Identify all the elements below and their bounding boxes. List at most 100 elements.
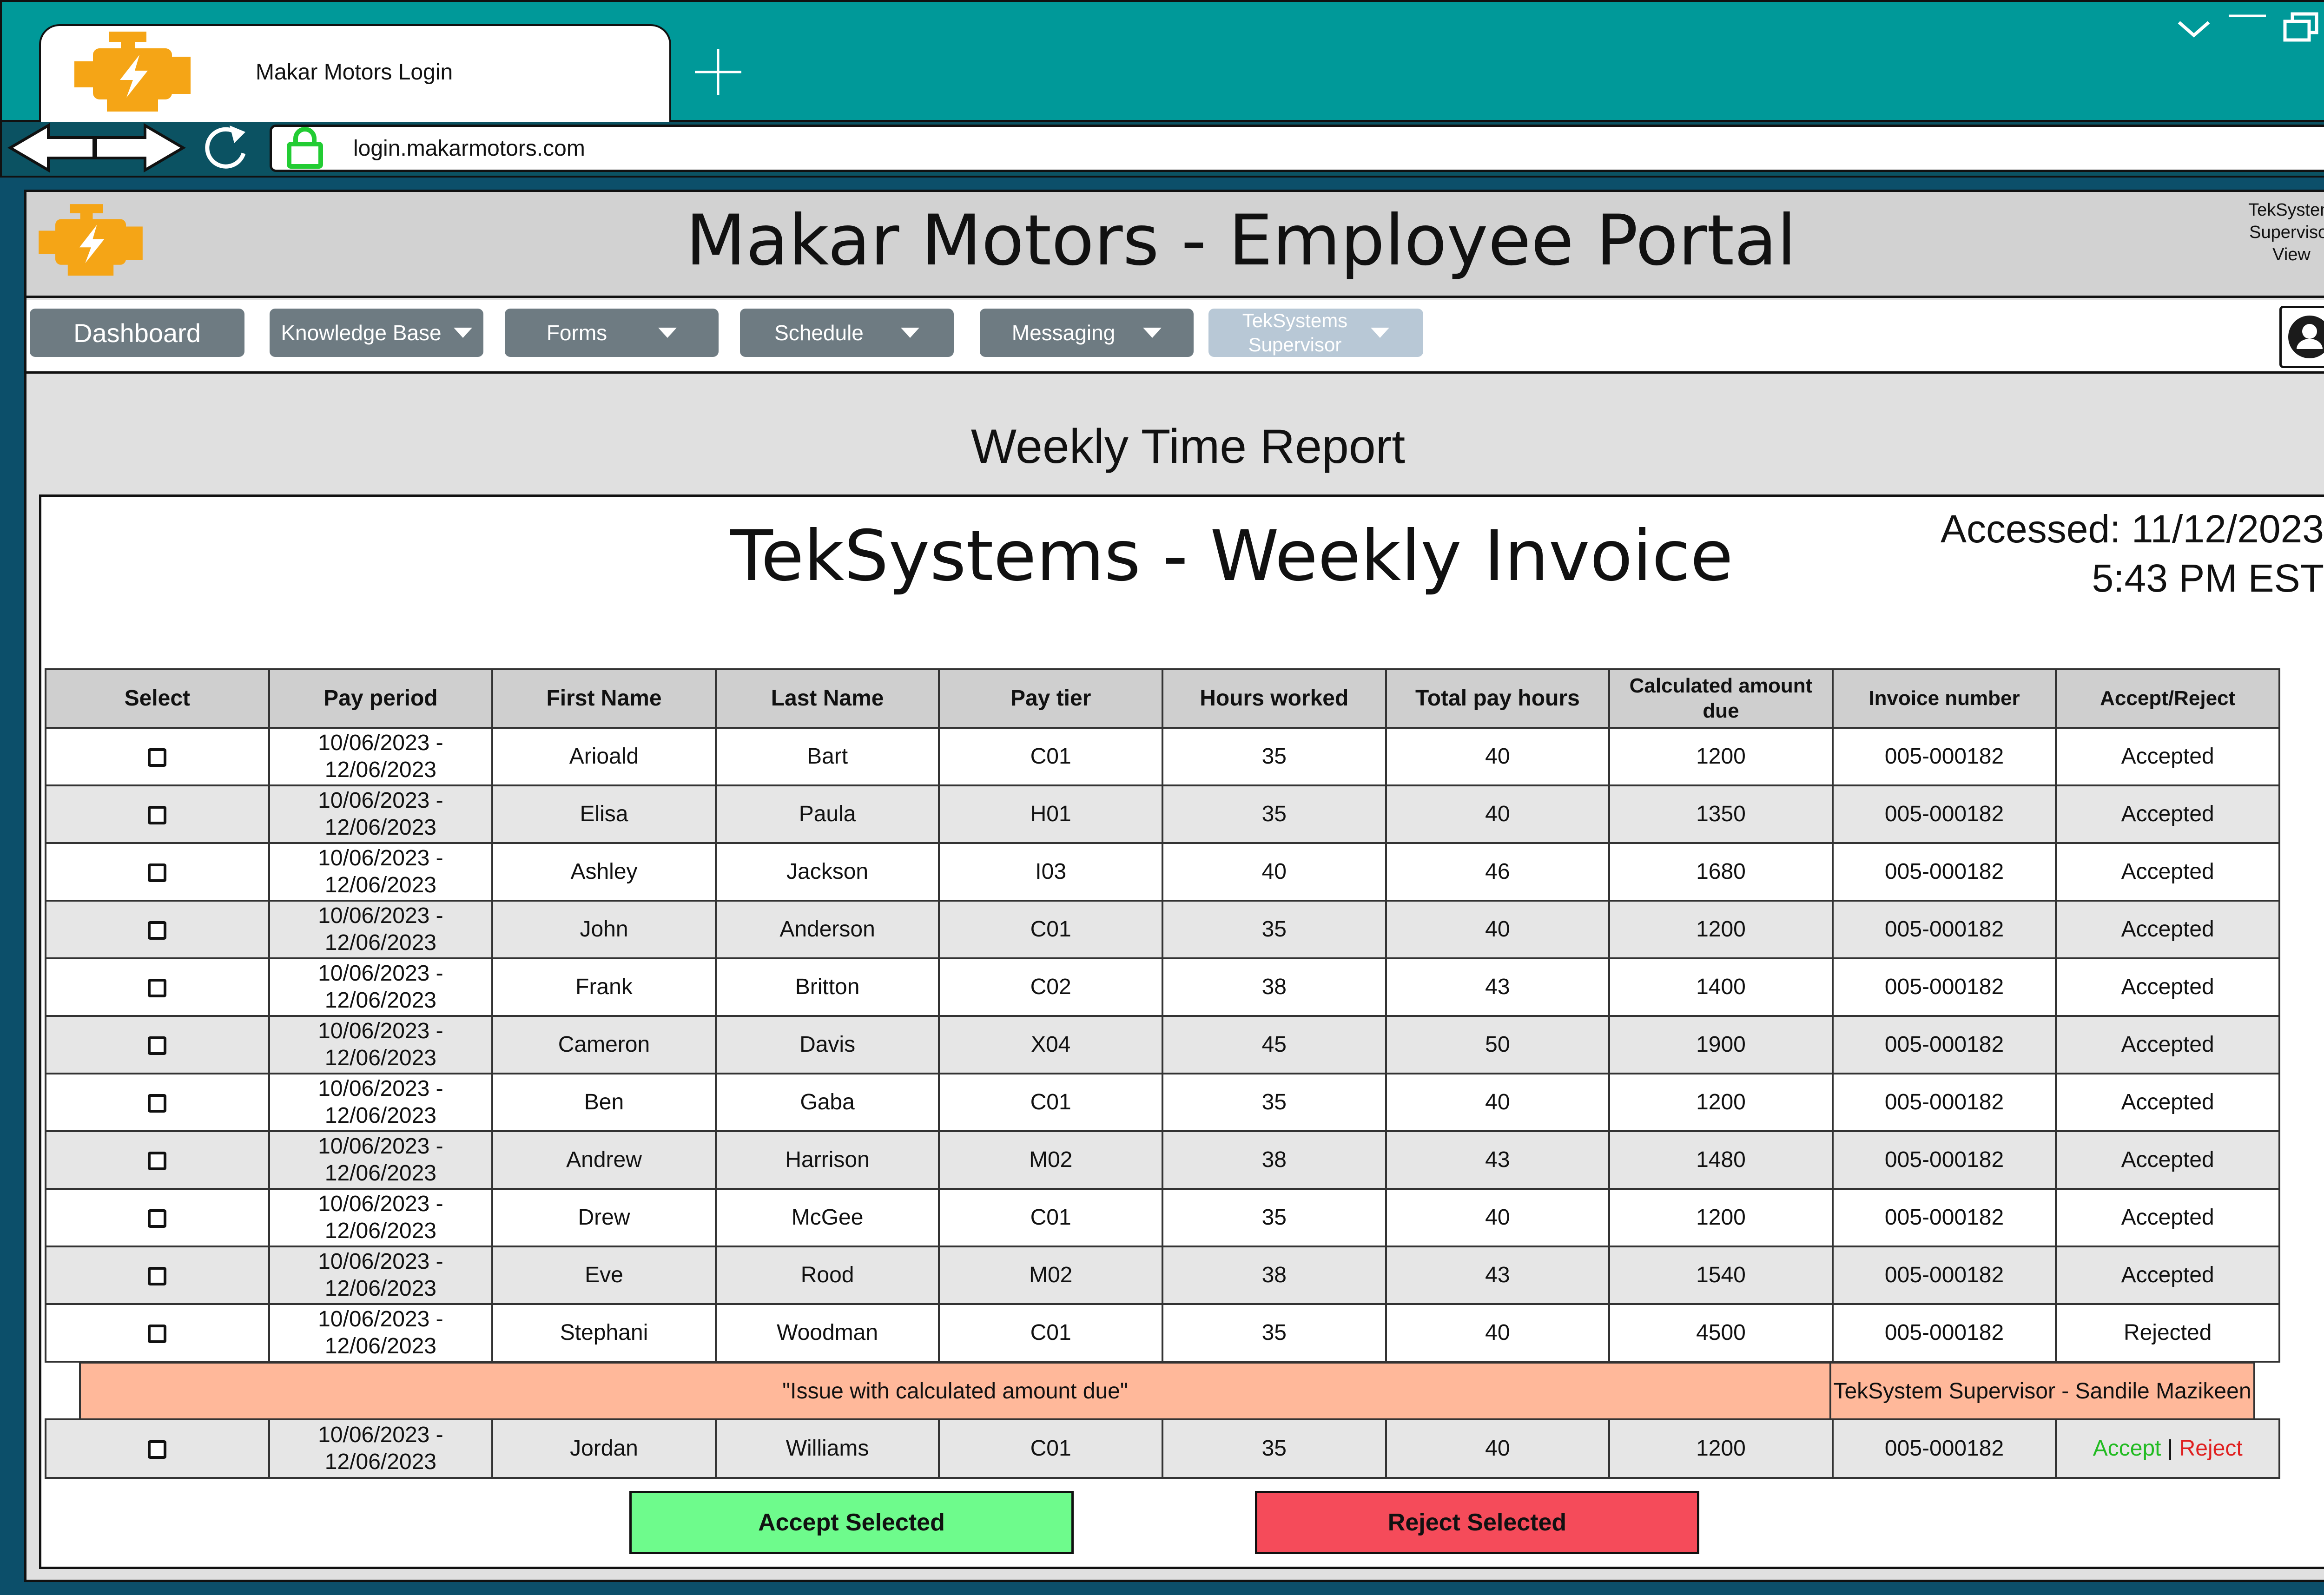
menu-schedule[interactable]: Schedule: [740, 309, 954, 357]
first-name-cell: Jordan: [491, 1418, 717, 1479]
pay-period-cell: 10/06/2023 - 12/06/2023: [268, 1015, 494, 1074]
last-name-cell: Gaba: [714, 1073, 940, 1132]
select-cell: [45, 1418, 270, 1479]
first-name-cell: Ashley: [491, 842, 717, 902]
select-checkbox[interactable]: [148, 1094, 167, 1113]
minimize-icon[interactable]: [2226, 10, 2268, 24]
hours-worked-cell: 40: [1161, 842, 1387, 902]
pay-tier-cell: C02: [938, 957, 1163, 1017]
select-checkbox[interactable]: [148, 863, 167, 883]
status-cell: Accepted: [2055, 1130, 2280, 1190]
menu-dashboard-label: Dashboard: [73, 318, 201, 348]
restore-icon[interactable]: [2282, 11, 2319, 44]
table-header-row: Select Pay period First Name Last Name P…: [45, 668, 2280, 729]
invoice-number-cell: 005-000182: [1831, 1188, 2057, 1247]
select-checkbox[interactable]: [148, 806, 167, 825]
menu-forms[interactable]: Forms: [505, 309, 719, 357]
forward-arrow-icon[interactable]: [93, 122, 186, 174]
status-cell: Accepted: [2055, 1073, 2280, 1132]
pay-tier-cell: C01: [938, 727, 1163, 786]
status-cell: Accepted: [2055, 957, 2280, 1017]
profile-button[interactable]: [2279, 306, 2324, 368]
select-checkbox[interactable]: [148, 1152, 167, 1171]
select-checkbox[interactable]: [148, 748, 167, 767]
invoice-title: TekSystems - Weekly Invoice: [730, 516, 1733, 597]
invoice-number-cell: 005-000182: [1831, 1303, 2057, 1363]
amount-due-cell: 1200: [1608, 1418, 1834, 1479]
address-bar[interactable]: [270, 125, 2324, 172]
pay-tier-cell: C01: [938, 1073, 1163, 1132]
reject-link[interactable]: Reject: [2179, 1436, 2243, 1461]
invoice-number-cell: 005-000182: [1831, 1015, 2057, 1074]
select-checkbox[interactable]: [148, 1209, 167, 1228]
last-name-cell: Paula: [714, 784, 940, 844]
select-cell: [45, 957, 270, 1017]
first-name-cell: Andrew: [491, 1130, 717, 1190]
select-checkbox[interactable]: [148, 1325, 167, 1344]
select-checkbox[interactable]: [148, 1267, 167, 1286]
column-header: Select: [45, 668, 270, 729]
menu-dashboard[interactable]: Dashboard: [30, 309, 244, 357]
column-header: Pay period: [268, 668, 494, 729]
reject-selected-button[interactable]: Reject Selected: [1255, 1491, 1699, 1554]
reload-icon[interactable]: [197, 121, 253, 177]
tab-title: Makar Motors Login: [256, 60, 453, 85]
total-pay-hours-cell: 40: [1385, 1188, 1611, 1247]
status-cell: Rejected: [2055, 1303, 2280, 1363]
table-row: 10/06/2023 - 12/06/2023 Drew McGee C01 35 40 1…: [45, 1188, 2280, 1247]
pay-tier-cell: X04: [938, 1015, 1163, 1074]
pay-tier-cell: C01: [938, 1303, 1163, 1363]
last-name-cell: Britton: [714, 957, 940, 1017]
pay-period-cell: 10/06/2023 - 12/06/2023: [268, 1130, 494, 1190]
first-name-cell: John: [491, 900, 717, 959]
accept-selected-button[interactable]: Accept Selected: [629, 1491, 1074, 1554]
pay-tier-cell: H01: [938, 784, 1163, 844]
pay-tier-cell: C01: [938, 1418, 1163, 1479]
menu-teksystems-supervisor[interactable]: TekSystems Supervisor: [1208, 309, 1423, 357]
menu-messaging-label: Messaging: [1011, 321, 1116, 345]
hours-worked-cell: 35: [1161, 1418, 1387, 1479]
amount-due-cell: 1200: [1608, 900, 1834, 959]
invoice-table: Select Pay period First Name Last Name P…: [45, 668, 2280, 1363]
pay-period-cell: 10/06/2023 - 12/06/2023: [268, 1073, 494, 1132]
select-checkbox[interactable]: [148, 1036, 167, 1055]
column-header: Total pay hours: [1385, 668, 1611, 729]
select-checkbox[interactable]: [148, 979, 167, 998]
invoice-number-cell: 005-000182: [1831, 957, 2057, 1017]
status-cell: Accepted: [2055, 1246, 2280, 1305]
plus-icon[interactable]: [693, 46, 744, 98]
select-checkbox[interactable]: [148, 921, 167, 940]
chevron-down-icon: [1143, 328, 1162, 338]
lock-icon: [287, 127, 323, 169]
last-name-cell: McGee: [714, 1188, 940, 1247]
chevron-down-icon[interactable]: [2175, 18, 2212, 41]
pay-tier-cell: C01: [938, 1188, 1163, 1247]
table-row: 10/06/2023 - 12/06/2023 Elisa Paula H01 35 40…: [45, 784, 2280, 844]
total-pay-hours-cell: 40: [1385, 1303, 1611, 1363]
menu-messaging[interactable]: Messaging: [980, 309, 1194, 357]
menu-knowledge-base[interactable]: Knowledge Base: [270, 309, 483, 357]
hours-worked-cell: 38: [1161, 1246, 1387, 1305]
portal-logo-icon: [39, 204, 143, 276]
accessed-time: 5:43 PM EST: [2092, 556, 2324, 600]
column-header: Hours worked: [1161, 668, 1387, 729]
select-cell: [45, 1015, 270, 1074]
invoice-number-cell: 005-000182: [1831, 900, 2057, 959]
total-pay-hours-cell: 40: [1385, 900, 1611, 959]
status-cell: Accepted: [2055, 1015, 2280, 1074]
hours-worked-cell: 35: [1161, 784, 1387, 844]
window-controls: [2157, 8, 2324, 50]
url-text[interactable]: login.makarmotors.com: [353, 136, 585, 161]
amount-due-cell: 1350: [1608, 784, 1834, 844]
first-name-cell: Eve: [491, 1246, 717, 1305]
select-cell: [45, 1303, 270, 1363]
menu-schedule-label: Schedule: [774, 321, 864, 345]
first-name-cell: Ben: [491, 1073, 717, 1132]
table-row: 10/06/2023 - 12/06/2023 Stephani Woodman C0…: [45, 1303, 2280, 1363]
select-checkbox[interactable]: [148, 1440, 167, 1459]
first-name-cell: Drew: [491, 1188, 717, 1247]
amount-due-cell: 1200: [1608, 1073, 1834, 1132]
back-arrow-icon[interactable]: [7, 122, 96, 174]
accept-link[interactable]: Accept: [2093, 1436, 2161, 1461]
table-row: 10/06/2023 - 12/06/2023 Ben Gaba C01 35 40 120…: [45, 1073, 2280, 1132]
